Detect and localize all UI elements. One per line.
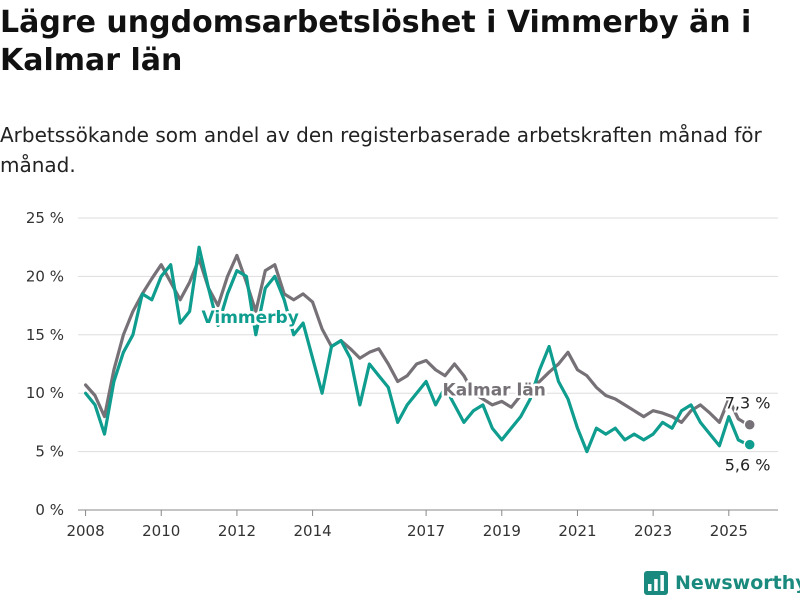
- x-tick-label: 2012: [218, 522, 256, 540]
- x-tick-label: 2025: [710, 522, 748, 540]
- x-tick-label: 2023: [634, 522, 672, 540]
- series-label-kalmar-l-n: Kalmar län: [443, 381, 546, 401]
- series-endpoint-kalmar-l-n: [743, 418, 756, 431]
- end-value-label-kalmar-lan: 7,3 %: [725, 394, 771, 413]
- x-tick-label: 2014: [294, 522, 332, 540]
- y-tick-label: 5 %: [35, 443, 64, 461]
- x-tick-label: 2010: [142, 522, 180, 540]
- y-tick-label: 25 %: [26, 209, 64, 227]
- brand-name: Newsworthy: [675, 572, 800, 594]
- chart-subtitle: Arbetssökande som andel av den registerb…: [0, 123, 762, 177]
- y-tick-label: 20 %: [26, 267, 64, 285]
- end-value-label-vimmerby: 5,6 %: [725, 456, 771, 475]
- x-tick-label: 2019: [483, 522, 521, 540]
- y-tick-label: 0 %: [35, 501, 64, 519]
- series-line-vimmerby: [84, 245, 750, 454]
- brand-logo: Newsworthy: [644, 568, 800, 598]
- x-tick-label: 2021: [558, 522, 596, 540]
- y-tick-label: 10 %: [26, 384, 64, 402]
- x-tick-label: 2017: [407, 522, 445, 540]
- series-endpoint-vimmerby: [743, 438, 756, 451]
- chart-title: Lägre ungdomsarbetslöshet i Vimmerby än …: [0, 5, 752, 78]
- x-tick-label: 2008: [66, 522, 104, 540]
- y-tick-label: 15 %: [26, 326, 64, 344]
- series-label-vimmerby: Vimmerby: [202, 308, 299, 328]
- bar-chart-logo-icon: [644, 571, 668, 595]
- series-line-kalmar-l-n: [84, 253, 750, 427]
- line-chart: 0 % 5 % 10 % 15 % 20 % 25 % 2008 2010 2012 2014 20…: [26, 209, 778, 540]
